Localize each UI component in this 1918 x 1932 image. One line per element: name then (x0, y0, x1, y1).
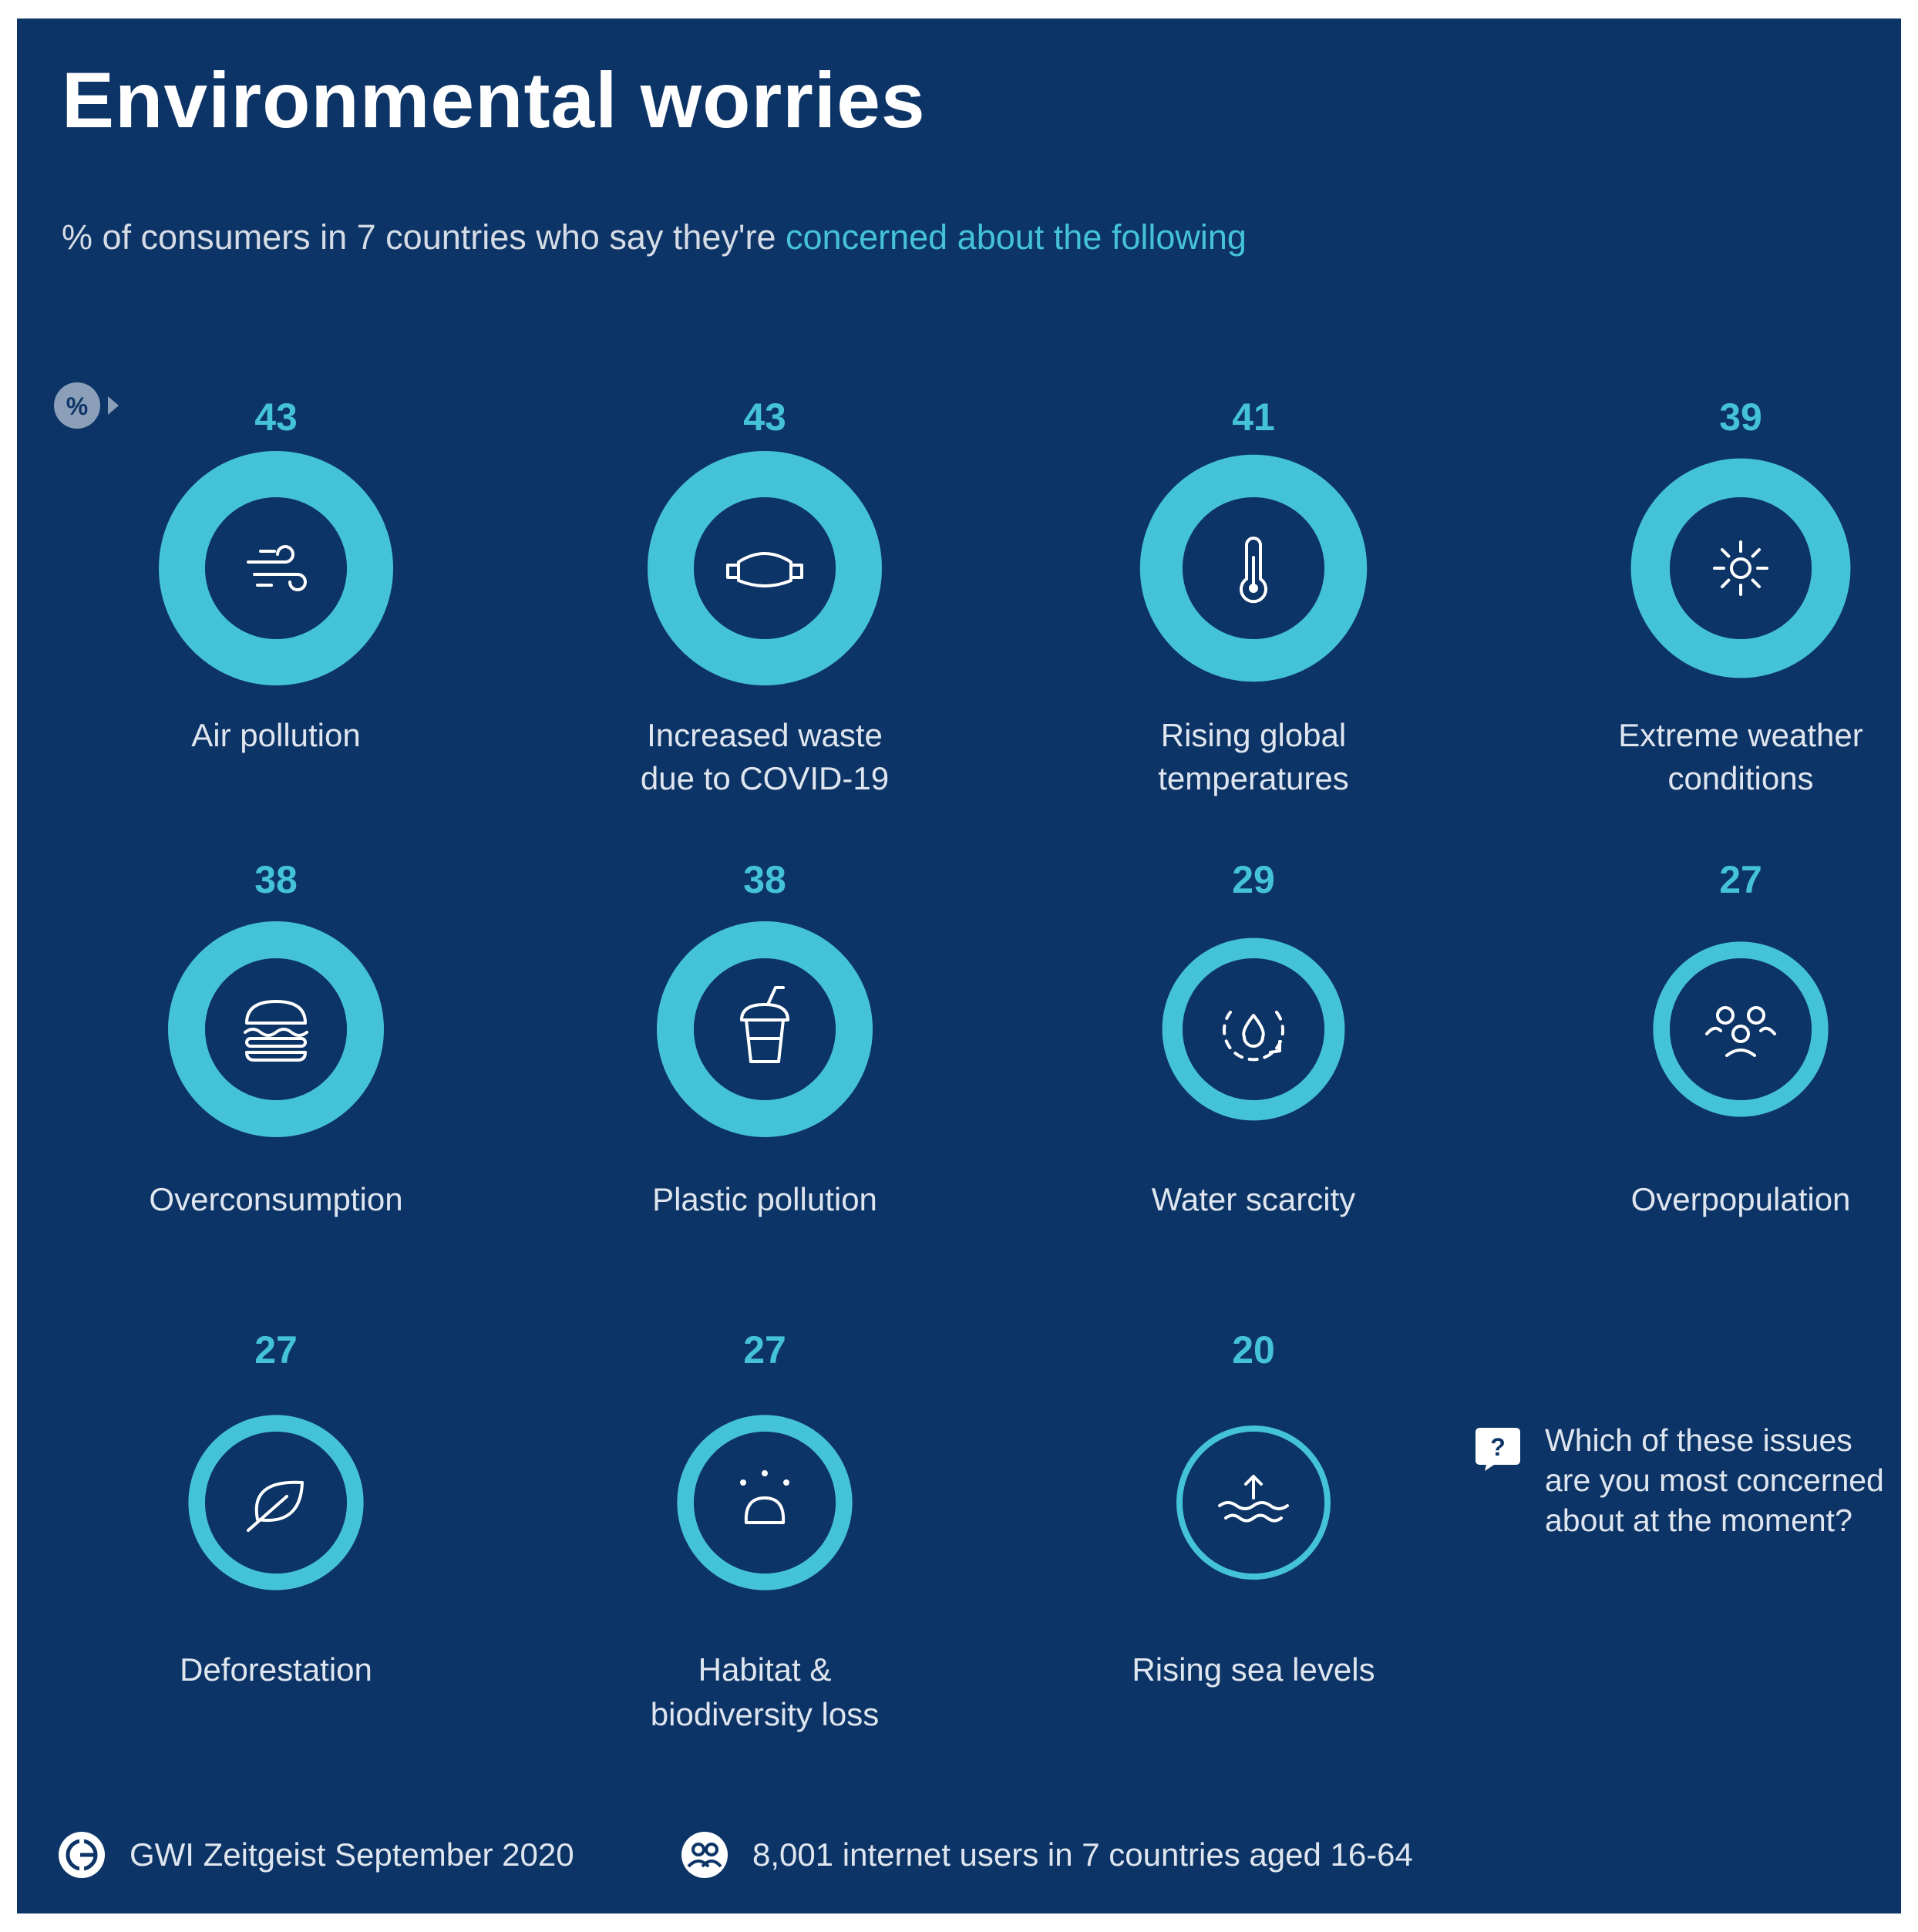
category-label: temperatures (1158, 760, 1348, 796)
category-label: Overconsumption (149, 1181, 402, 1217)
sample-text: 8,001 internet users in 7 countries aged… (752, 1836, 1413, 1873)
category-label: Plastic pollution (652, 1181, 877, 1217)
donut-ring (677, 1415, 853, 1590)
data-label: 27 (743, 1328, 786, 1372)
footer-source: GWI Zeitgeist September 2020 (57, 1830, 574, 1880)
footer-sample: 8,001 internet users in 7 countries aged… (680, 1830, 1413, 1880)
question-text: Which of these issues are you most conce… (1545, 1422, 1884, 1538)
question-badge-icon: ? (1476, 1428, 1520, 1471)
data-label: 29 (1232, 858, 1275, 901)
leaf-icon (247, 1480, 304, 1532)
source-text: GWI Zeitgeist September 2020 (130, 1836, 574, 1873)
donut-ring (168, 921, 384, 1137)
data-label: 43 (743, 395, 786, 439)
plastic-cup-icon (740, 986, 789, 1063)
data-label: 27 (1719, 858, 1762, 901)
percent-badge-icon: % (54, 382, 119, 429)
category-label: Increased waste (647, 717, 883, 753)
donut-ring (1162, 937, 1345, 1121)
data-label: 27 (254, 1328, 298, 1372)
donut-ring (1630, 458, 1851, 678)
donut-center (694, 497, 836, 639)
donut-center (205, 1432, 347, 1574)
category-label: due to COVID-19 (641, 760, 889, 796)
face-mask-icon (726, 552, 803, 587)
category-label: Habitat & (698, 1651, 832, 1688)
donut-center (1670, 497, 1812, 639)
donut-center (1183, 958, 1324, 1100)
water-drop-icon (1223, 1011, 1284, 1062)
data-label: 20 (1232, 1328, 1275, 1372)
habitat-icon (740, 1470, 789, 1524)
data-label: 38 (254, 858, 298, 901)
donut-ring (1653, 941, 1829, 1117)
category-label: biodiversity loss (651, 1696, 879, 1732)
category-label: Overpopulation (1631, 1181, 1851, 1217)
category-label: Rising sea levels (1132, 1651, 1375, 1688)
donut-ring (159, 451, 393, 685)
donut-ring (648, 451, 882, 685)
thermometer-icon (1240, 537, 1267, 604)
category-label: Air pollution (191, 717, 360, 753)
gwi-logo-icon (59, 1832, 105, 1878)
subtitle-highlight: concerned about the following (786, 217, 1247, 257)
donut-center (1670, 958, 1812, 1100)
donut-center (694, 958, 836, 1100)
subtitle: % of consumers in 7 countries who say th… (62, 217, 1247, 257)
donut-ring (657, 921, 873, 1137)
category-label: Rising global (1161, 717, 1346, 753)
data-label: 38 (743, 858, 786, 901)
sun-icon (1713, 540, 1768, 596)
question-badge-label: ? (1490, 1433, 1506, 1461)
category-label: Extreme weather (1618, 717, 1862, 753)
donut-chart: 43 Air pollution 43 Increased waste due to C… (149, 395, 1862, 1732)
data-label: 43 (254, 395, 298, 439)
category-label: conditions (1667, 760, 1813, 796)
data-label: 39 (1719, 395, 1762, 439)
donut-center (694, 1432, 836, 1574)
category-label: Water scarcity (1152, 1181, 1355, 1217)
donut-ring (1139, 454, 1368, 682)
donut-center (205, 958, 347, 1100)
sea-level-icon (1218, 1475, 1289, 1523)
donut-ring (188, 1415, 364, 1590)
percent-badge-label: % (66, 392, 88, 420)
burger-icon (244, 1000, 308, 1062)
donut-center (1183, 1432, 1324, 1574)
subtitle-lead: % of consumers in 7 countries who say th… (62, 217, 786, 257)
donut-ring (1176, 1425, 1331, 1580)
category-label: Deforestation (180, 1651, 372, 1688)
data-label: 41 (1232, 395, 1275, 439)
page-title: Environmental worries (62, 56, 926, 144)
infographic-panel: Environmental worries % of consumers in … (17, 19, 1901, 1913)
wind-icon (247, 545, 307, 591)
donut-center (205, 497, 347, 639)
users-icon (681, 1832, 728, 1878)
people-icon (1705, 1006, 1776, 1057)
